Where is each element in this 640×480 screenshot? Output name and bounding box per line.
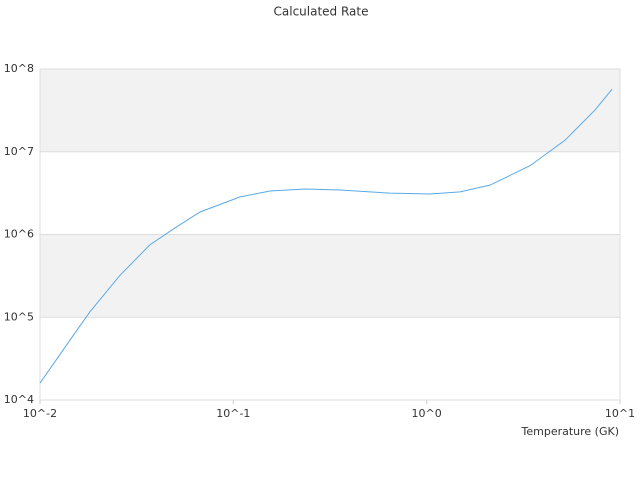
y-tick-label: 10^8 <box>4 62 34 75</box>
x-tick-label: 10^-2 <box>23 407 57 420</box>
x-tick-label: 10^1 <box>605 407 635 420</box>
x-tick-label: 10^-1 <box>216 407 250 420</box>
y-tick-label: 10^6 <box>4 228 34 241</box>
series-line <box>39 88 613 384</box>
y-tick-label: 10^7 <box>4 145 34 158</box>
x-tick-label: 10^0 <box>412 407 442 420</box>
y-tick-label: 10^5 <box>4 310 34 323</box>
grid-band <box>40 234 620 318</box>
x-axis-label: Temperature (GK) <box>521 425 620 438</box>
grid-band <box>40 69 620 152</box>
chart-title: Calculated Rate <box>274 5 369 19</box>
y-tick-label: 10^4 <box>4 393 34 406</box>
